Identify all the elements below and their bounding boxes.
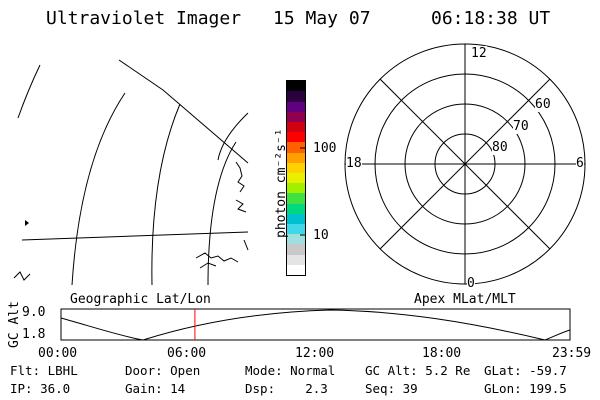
colorbar-swatch bbox=[287, 132, 305, 143]
info-flt: Flt: LBHL bbox=[10, 363, 78, 378]
colorbar-swatch bbox=[287, 111, 305, 122]
colorbar-swatch bbox=[287, 234, 305, 245]
altplot-ymin: 1.8 bbox=[22, 327, 46, 342]
mlt-label-6: 6 bbox=[576, 156, 584, 171]
colorbar-swatch bbox=[287, 162, 305, 173]
info-mode: Mode: Normal bbox=[245, 363, 336, 378]
polar-circle-60 bbox=[374, 73, 556, 255]
colorbar-label: photon cm⁻²s⁻¹ bbox=[274, 128, 289, 238]
colorbar-tick-100: 100 bbox=[313, 141, 337, 156]
time-label: 06:18:38 UT bbox=[431, 8, 551, 29]
colorbar-swatch bbox=[287, 213, 305, 224]
lat-label-70: 70 bbox=[513, 119, 529, 134]
polar-circle-outer bbox=[344, 43, 586, 285]
polar-diagonal bbox=[379, 78, 551, 250]
info-seq: Seq: 39 bbox=[365, 381, 418, 396]
map-lat-arc bbox=[17, 64, 41, 119]
altplot-ylabel: GC Alt bbox=[7, 301, 22, 348]
colorbar-axis bbox=[300, 147, 306, 236]
colorbar-swatch bbox=[287, 101, 305, 112]
lat-label-80: 80 bbox=[492, 140, 508, 155]
info-gain: Gain: 14 bbox=[125, 381, 186, 396]
map-lat-arc bbox=[217, 112, 249, 161]
map-lon-line bbox=[118, 59, 249, 164]
info-glat: GLat: -59.7 bbox=[484, 363, 567, 378]
apex-label: Apex MLat/MLT bbox=[414, 292, 516, 307]
mlt-label-18: 18 bbox=[346, 156, 362, 171]
colorbar-swatch bbox=[287, 244, 305, 255]
xtick-0600: 06:00 bbox=[167, 346, 207, 361]
xtick-2359: 23:59 bbox=[552, 346, 592, 361]
colorbar-swatch bbox=[287, 142, 305, 153]
colorbar-swatch bbox=[287, 183, 305, 194]
colorbar-tick-10: 10 bbox=[313, 228, 329, 243]
map-marker bbox=[25, 220, 29, 226]
map-lat-arc bbox=[207, 141, 237, 286]
colorbar bbox=[286, 80, 306, 276]
colorbar-swatch bbox=[287, 223, 305, 235]
altplot-frame bbox=[60, 308, 571, 341]
colorbar-swatch bbox=[287, 172, 305, 184]
date-label: 15 May 07 bbox=[273, 8, 371, 29]
xtick-0000: 00:00 bbox=[38, 346, 78, 361]
map-lat-arc bbox=[151, 103, 181, 286]
info-dsp: Dsp: 2.3 bbox=[245, 381, 328, 396]
info-ip: IP: 36.0 bbox=[10, 381, 71, 396]
geographic-label: Geographic Lat/Lon bbox=[70, 292, 211, 307]
colorbar-swatch bbox=[287, 264, 305, 275]
polar-circle-80 bbox=[434, 133, 496, 195]
map-coastline bbox=[235, 161, 247, 213]
info-door: Door: Open bbox=[125, 363, 201, 378]
altplot-curve bbox=[60, 309, 571, 341]
mlt-label-12: 12 bbox=[471, 46, 487, 61]
map-lon-line bbox=[21, 231, 249, 241]
info-gcalt: GC Alt: 5.2 Re bbox=[365, 363, 471, 378]
polar-diagonal bbox=[379, 78, 551, 250]
colorbar-swatch bbox=[287, 152, 305, 163]
map-coastline bbox=[195, 252, 239, 269]
xtick-1200: 12:00 bbox=[295, 346, 335, 361]
colorbar-swatch bbox=[287, 193, 305, 204]
colorbar-swatch bbox=[287, 203, 305, 214]
altplot-ymax: 9.0 bbox=[22, 305, 46, 320]
colorbar-swatch bbox=[287, 121, 305, 133]
colorbar-swatch bbox=[287, 254, 305, 265]
lat-label-60: 60 bbox=[535, 97, 551, 112]
xtick-1800: 18:00 bbox=[422, 346, 462, 361]
map-coastline bbox=[243, 239, 249, 251]
polar-circle-70 bbox=[404, 103, 526, 225]
map-lat-arc bbox=[71, 92, 126, 286]
instrument-title: Ultraviolet Imager bbox=[46, 8, 242, 29]
mlt-label-0: 0 bbox=[467, 276, 475, 291]
map-coastline bbox=[13, 271, 31, 281]
colorbar-swatch bbox=[287, 91, 305, 102]
info-glon: GLon: 199.5 bbox=[484, 381, 567, 396]
colorbar-swatch bbox=[287, 81, 305, 92]
